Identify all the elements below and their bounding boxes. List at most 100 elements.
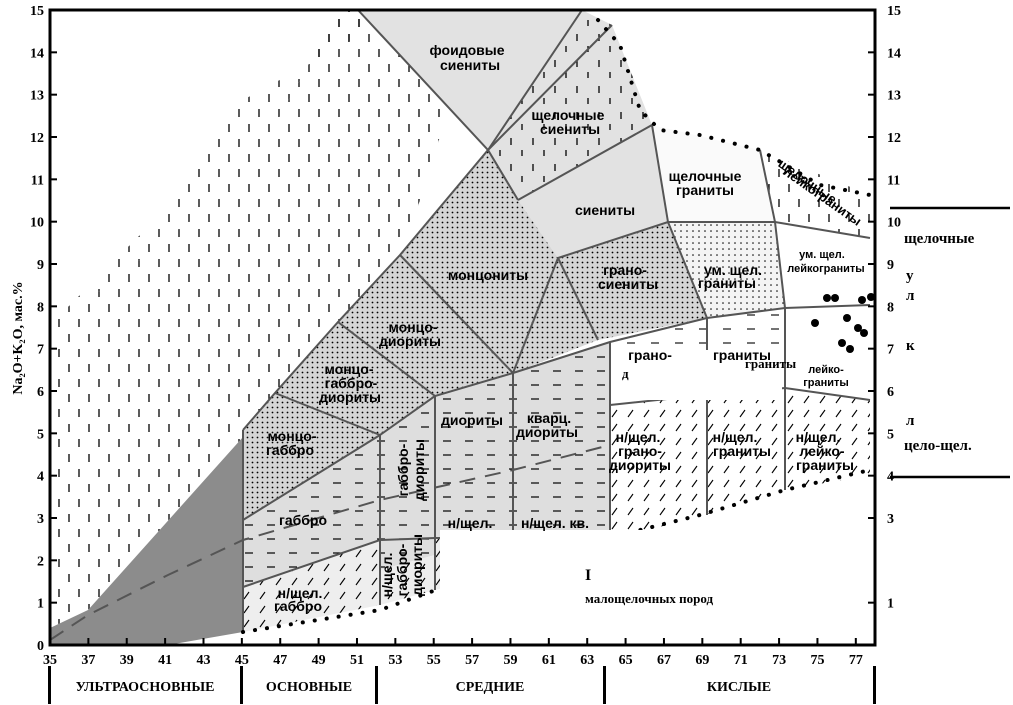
y-tick-label: 8: [887, 300, 894, 315]
label-la-gabbrodiorites-1: н/щел.: [379, 553, 395, 598]
label-gabbro: габбро: [279, 512, 327, 528]
label-granosyenites-2: сиениты: [598, 276, 658, 292]
boundary-syenite: [517, 123, 708, 319]
y-tick-label: 14: [887, 46, 901, 61]
boundary-monzo-split-1: [274, 392, 381, 436]
sample-point: [823, 294, 831, 302]
y-tick-label: 4: [887, 470, 894, 485]
sample-point: [846, 345, 854, 353]
x-axis: 35 37 39 41 43 45 47 49 51 53 55 57 59 61 63 65 67 69 71 73…: [43, 638, 863, 668]
label-monzodiorites-2: диориты: [379, 333, 441, 349]
partial-text: л: [906, 288, 915, 304]
group-divider: [603, 666, 606, 704]
label-la-leucogranites-1: н/щел.: [796, 429, 841, 445]
x-tick-label: 59: [503, 653, 517, 668]
y-tick-label: 14: [30, 46, 44, 61]
x-tick-label: 49: [312, 653, 326, 668]
area-la-gabbrodiorites: [380, 555, 435, 605]
label-la-granodiorites-1: н/щел.: [616, 429, 661, 445]
area-ultrabasic: [50, 437, 243, 645]
y-tick-label: 7: [887, 343, 894, 358]
area-monzogabbrodiorites: [275, 322, 435, 435]
boundary-syenite-lower: [557, 221, 871, 259]
x-tick-label: 51: [350, 653, 364, 668]
group-intermediate: СРЕДНИЕ: [455, 680, 525, 695]
x-tick-label: 39: [120, 653, 134, 668]
y-tick-label: 13: [887, 89, 901, 104]
partial-text: граниты: [745, 356, 796, 371]
area-foid-syenites: [358, 10, 582, 150]
y-tick-label: 2: [37, 554, 44, 569]
label-alk-granites-2: граниты: [676, 182, 734, 198]
plot-frame: [48, 8, 877, 647]
label-foid-syenites-2: сиениты: [440, 57, 500, 73]
boundary-main-upper: [242, 304, 871, 521]
label-monzodiorites-1: монцо-: [389, 319, 438, 335]
label-monzonites: монцониты: [448, 267, 528, 283]
label-la-granites-2: граниты: [713, 443, 771, 459]
y-tick-label: 15: [887, 4, 901, 19]
label-la-leucogranites-2: лейко-: [799, 443, 844, 459]
sample-point: [843, 314, 851, 322]
x-tick-label: 55: [427, 653, 441, 668]
label-granodiorites-1: грано-: [628, 347, 672, 363]
x-tick-label: 37: [81, 653, 95, 668]
group-divider: [375, 666, 378, 704]
label-diorites: диориты: [441, 412, 503, 428]
dashed-divider-curve: [49, 444, 611, 641]
label-monzogabbro-2: габбро: [266, 442, 314, 458]
y-tick-label: 7: [37, 343, 44, 358]
area-alk-granites: [652, 125, 775, 222]
y-tick-label: 3: [887, 512, 894, 527]
boundary-granite-alk: [759, 149, 786, 309]
y-tick-label: 10: [887, 216, 901, 231]
area-qzdiorites: [513, 342, 610, 538]
sample-point: [867, 293, 875, 301]
area-foidolites: [50, 10, 400, 628]
label-mod-alk-leucogranites-1: ум. щел.: [799, 249, 845, 261]
label-granosyenites-1: грано-: [603, 262, 647, 278]
y-tick-label: 5: [887, 427, 894, 442]
x-tick-label: 77: [849, 653, 863, 668]
area-la-gabbro: [243, 540, 380, 632]
x-tick-label: 65: [619, 653, 633, 668]
label-la-granodiorites-2: грано-: [618, 443, 662, 459]
label-la-granodiorites-3: диориты: [609, 457, 671, 473]
y-tick-label: 6: [37, 385, 44, 400]
group-divider: [240, 666, 243, 704]
x-tick-label: 75: [810, 653, 824, 668]
partial-text: цело-щел.: [904, 438, 972, 454]
area-monzonites: [400, 150, 598, 373]
label-monzogabbro-1: монцо-: [268, 428, 317, 444]
sample-point: [858, 296, 866, 304]
area-foidolites-2: [88, 10, 480, 610]
area-la-acid: [610, 388, 870, 540]
sample-point: [838, 339, 846, 347]
label-granites: граниты: [713, 347, 771, 363]
label-monzogabbrodiorites-3: диориты: [319, 389, 381, 405]
y-tick-label: 9: [887, 258, 894, 273]
x-tick-label: 53: [388, 653, 402, 668]
sample-point: [854, 324, 862, 332]
x-tick-label: 71: [734, 653, 748, 668]
y-tick-label: 12: [887, 131, 901, 146]
area-diorites: [435, 373, 513, 538]
y-tick-label: 0: [37, 639, 44, 654]
y-tick-label: 6: [887, 385, 894, 400]
y-tick-label: 11: [887, 173, 900, 188]
area-granosyenites: [558, 222, 707, 340]
label-syenites: сиениты: [575, 202, 635, 218]
label-mod-alk-granites-2: граниты: [698, 275, 756, 291]
x-tick-label: 47: [273, 653, 287, 668]
mask-granodiorites: [612, 350, 782, 400]
area-monzodiorites: [338, 255, 513, 396]
label-la-gabbro-1: н/щел.: [278, 585, 323, 601]
y-tick-label: 15: [30, 4, 44, 19]
sample-point: [860, 329, 868, 337]
mask-bottom-caption: [440, 530, 885, 640]
label-leucogranites-1: лейко-: [808, 364, 844, 376]
area-monzogabbro: [243, 393, 380, 520]
label-qz-diorites-1: кварц.: [527, 410, 571, 426]
